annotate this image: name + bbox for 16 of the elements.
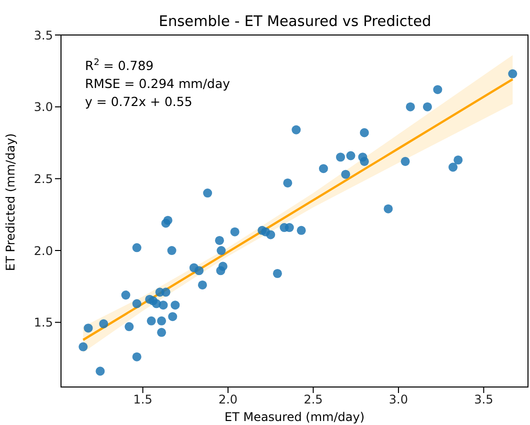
y-axis-title: ET Predicted (mm/day) [3,133,18,271]
x-tick-label: 2.0 [218,392,238,407]
annotation: y = 0.72x + 0.55 [85,94,192,109]
x-tick-label: 1.5 [133,392,152,407]
x-axis-title: ET Measured (mm/day) [224,410,365,424]
x-tick-label: 3.5 [474,392,494,407]
annotation: RMSE = 0.294 mm/day [85,76,231,91]
y-tick-label: 3.0 [34,100,53,114]
y-tick-label: 2.0 [34,244,53,258]
annotation: R$^{2}$ = 0.789 [85,58,154,73]
x-tick-label: 3.0 [388,392,408,407]
chart-title: Ensemble - ET Measured vs Predicted [158,14,432,30]
y-tick-label: 1.5 [34,316,53,330]
y-tick-label: 3.5 [34,28,53,42]
y-tick-label: 2.5 [34,172,53,186]
x-tick-label: 2.5 [304,392,323,407]
